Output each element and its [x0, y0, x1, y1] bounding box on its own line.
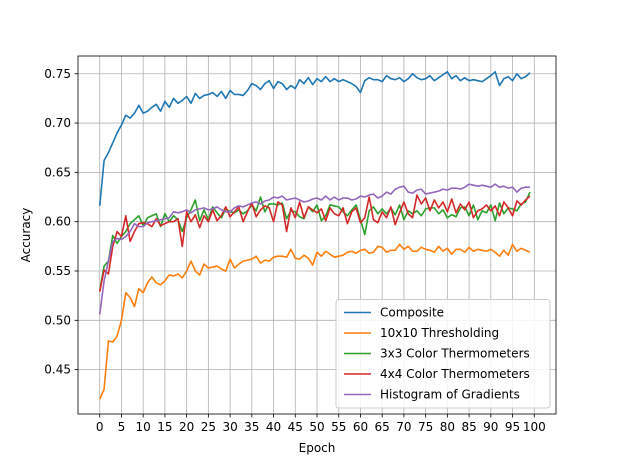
legend-label: Histogram of Gradients	[380, 388, 520, 402]
x-tick-label: 65	[375, 420, 390, 434]
x-tick-label: 30	[222, 420, 237, 434]
axis-ticks: 0 5 10 15 20 25 30 35 40 45 50 55 60 65 70 75 80 85 90 95 10…	[44, 67, 545, 434]
series-line-5	[98, 183, 530, 315]
x-tick-label: 95	[505, 420, 520, 434]
x-tick-label: 10	[136, 420, 151, 434]
series-line-4	[98, 194, 531, 292]
y-tick-label: 0.55	[44, 264, 71, 278]
x-tick-label: 70	[396, 420, 411, 434]
x-tick-label: 75	[418, 420, 433, 434]
x-tick-label: 0	[96, 420, 104, 434]
x-tick-label: 55	[331, 420, 346, 434]
series-line-3	[98, 191, 531, 291]
y-tick-label: 0.50	[44, 313, 71, 327]
legend-label: 10x10 Thresholding	[380, 326, 499, 340]
y-tick-label: 0.65	[44, 165, 71, 179]
y-tick-label: 0.70	[44, 116, 71, 130]
x-tick-label: 35	[244, 420, 259, 434]
legend-label: Composite	[380, 306, 444, 320]
x-tick-label: 5	[118, 420, 126, 434]
y-tick-label: 0.45	[44, 363, 71, 377]
x-tick-label: 100	[523, 420, 546, 434]
x-tick-label: 25	[201, 420, 216, 434]
x-tick-label: 50	[309, 420, 324, 434]
x-tick-label: 40	[266, 420, 281, 434]
series-line-1	[98, 70, 531, 206]
legend: Composite 10x10 Thresholding 3x3 Color The…	[335, 299, 551, 409]
series-line-2	[98, 243, 531, 400]
y-tick-label: 0.60	[44, 215, 71, 229]
y-tick-label: 0.75	[44, 67, 71, 81]
x-tick-label: 90	[483, 420, 498, 434]
y-axis-label: Accuracy	[19, 208, 33, 263]
x-tick-label: 20	[179, 420, 194, 434]
legend-label: 4x4 Color Thermometers	[380, 367, 530, 381]
legend-label: 3x3 Color Thermometers	[380, 347, 530, 361]
x-tick-label: 60	[353, 420, 368, 434]
series-lines	[98, 70, 531, 400]
x-tick-label: 45	[288, 420, 303, 434]
x-tick-label: 85	[461, 420, 476, 434]
x-tick-label: 80	[440, 420, 455, 434]
x-axis-label: Epoch	[299, 441, 336, 455]
x-tick-label: 15	[157, 420, 172, 434]
legend-box	[335, 299, 551, 409]
